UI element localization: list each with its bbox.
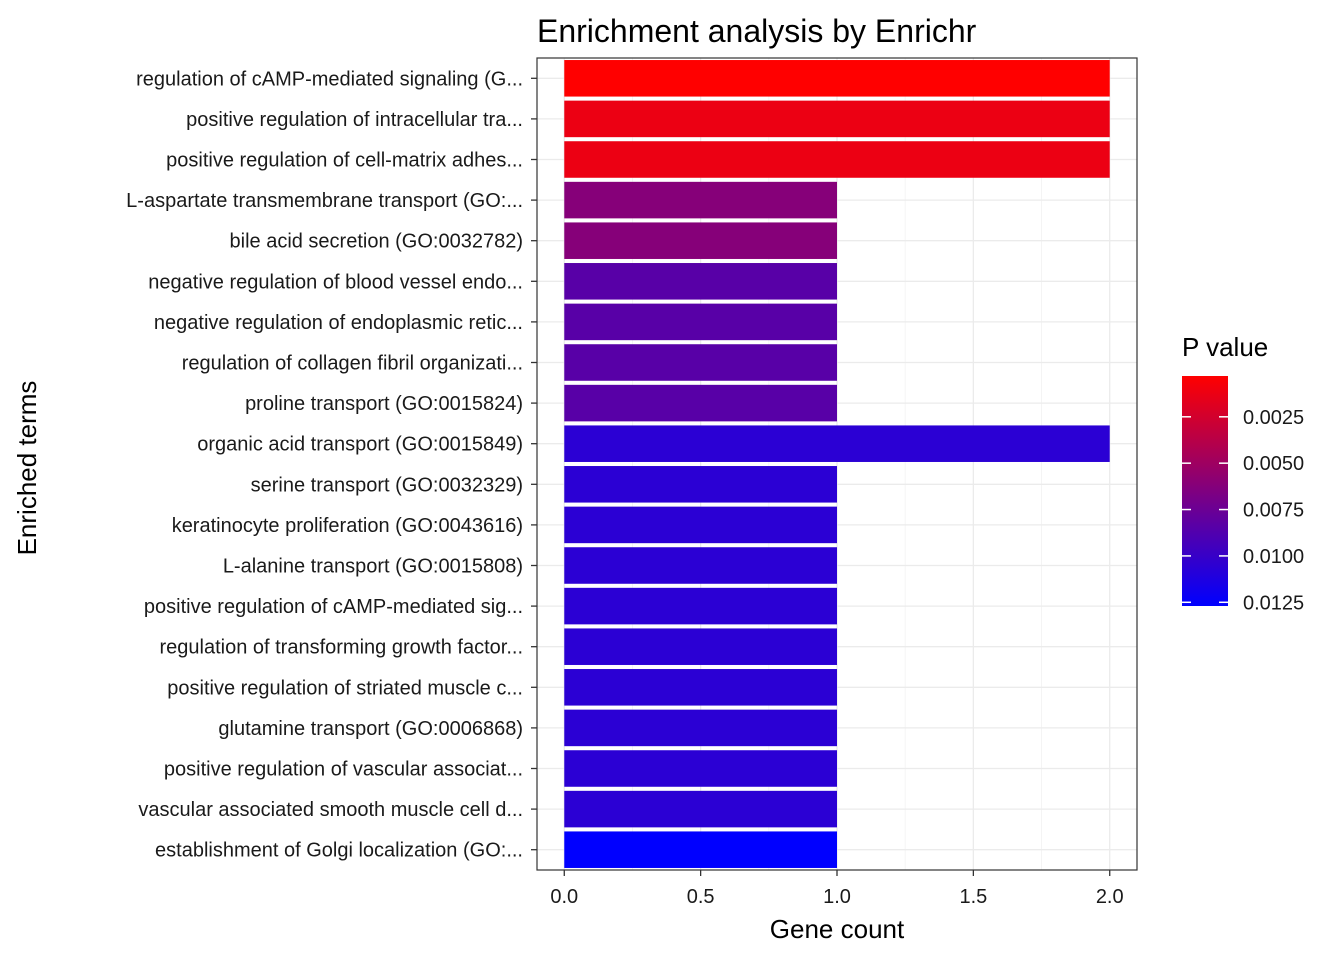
legend-tick-label: 0.0075: [1243, 500, 1304, 522]
bar: [564, 425, 1110, 462]
y-tick-label: positive regulation of intracellular tra…: [186, 109, 523, 131]
y-tick-label: L-alanine transport (GO:0015808): [223, 556, 523, 578]
y-tick-label: keratinocyte proliferation (GO:0043616): [172, 515, 523, 537]
bar: [564, 263, 837, 300]
bar: [564, 303, 837, 341]
y-tick-label: positive regulation of cAMP-mediated sig…: [144, 596, 523, 618]
y-tick-label: L-aspartate transmembrane transport (GO:…: [126, 190, 523, 212]
y-tick-label: regulation of cAMP-mediated signaling (G…: [136, 68, 523, 90]
bar: [564, 669, 837, 706]
bar: [564, 831, 837, 868]
y-tick-label: regulation of collagen fibril organizati…: [182, 353, 523, 375]
y-tick-label: establishment of Golgi localization (GO:…: [155, 840, 523, 862]
legend-title: P value: [1182, 332, 1268, 362]
x-tick-label: 0.5: [687, 886, 715, 908]
y-tick-label: proline transport (GO:0015824): [245, 393, 523, 415]
y-tick-label: bile acid secretion (GO:0032782): [230, 231, 524, 253]
x-tick-label: 1.5: [959, 886, 987, 908]
x-tick-label: 1.0: [823, 886, 851, 908]
bar: [564, 60, 1110, 97]
legend-tick-label: 0.0125: [1243, 592, 1304, 614]
bar: [564, 750, 837, 787]
chart-title: Enrichment analysis by Enrichr: [537, 13, 977, 49]
legend-color-bar: [1182, 376, 1228, 606]
bar: [564, 141, 1110, 178]
bar: [564, 547, 837, 584]
x-tick-label: 2.0: [1096, 886, 1124, 908]
bar: [564, 628, 837, 665]
y-tick-label: serine transport (GO:0032329): [251, 474, 523, 496]
bar: [564, 587, 837, 625]
y-axis: regulation of cAMP-mediated signaling (G…: [126, 68, 537, 862]
y-tick-label: positive regulation of cell-matrix adhes…: [166, 150, 523, 172]
y-tick-label: regulation of transforming growth factor…: [159, 637, 523, 659]
bar: [564, 384, 837, 422]
legend-tick-label: 0.0050: [1243, 453, 1304, 475]
y-axis-title: Enriched terms: [12, 381, 42, 556]
y-tick-label: vascular associated smooth muscle cell d…: [138, 799, 523, 821]
y-tick-label: positive regulation of vascular associat…: [164, 759, 523, 781]
y-tick-label: negative regulation of endoplasmic retic…: [154, 312, 523, 334]
legend-tick-label: 0.0100: [1243, 546, 1304, 568]
x-axis-title: Gene count: [770, 914, 905, 944]
y-tick-label: negative regulation of blood vessel endo…: [148, 271, 523, 293]
bar: [564, 181, 837, 219]
legend-tick-label: 0.0025: [1243, 407, 1304, 429]
y-tick-label: positive regulation of striated muscle c…: [167, 677, 523, 699]
bar: [564, 790, 837, 828]
bar: [564, 466, 837, 503]
bars: [564, 60, 1110, 868]
y-tick-label: glutamine transport (GO:0006868): [218, 718, 523, 740]
bar: [564, 506, 837, 544]
bar: [564, 100, 1110, 138]
bar: [564, 344, 837, 381]
x-axis: 0.0 0.5 1.0 1.5 2.0: [550, 870, 1124, 908]
y-tick-label: organic acid transport (GO:0015849): [197, 434, 523, 456]
x-tick-label: 0.0: [550, 886, 578, 908]
bar: [564, 709, 837, 747]
legend: P value 0.0025 0.0050 0.0075 0.0100 0.0125: [1182, 332, 1304, 614]
bar: [564, 222, 837, 259]
